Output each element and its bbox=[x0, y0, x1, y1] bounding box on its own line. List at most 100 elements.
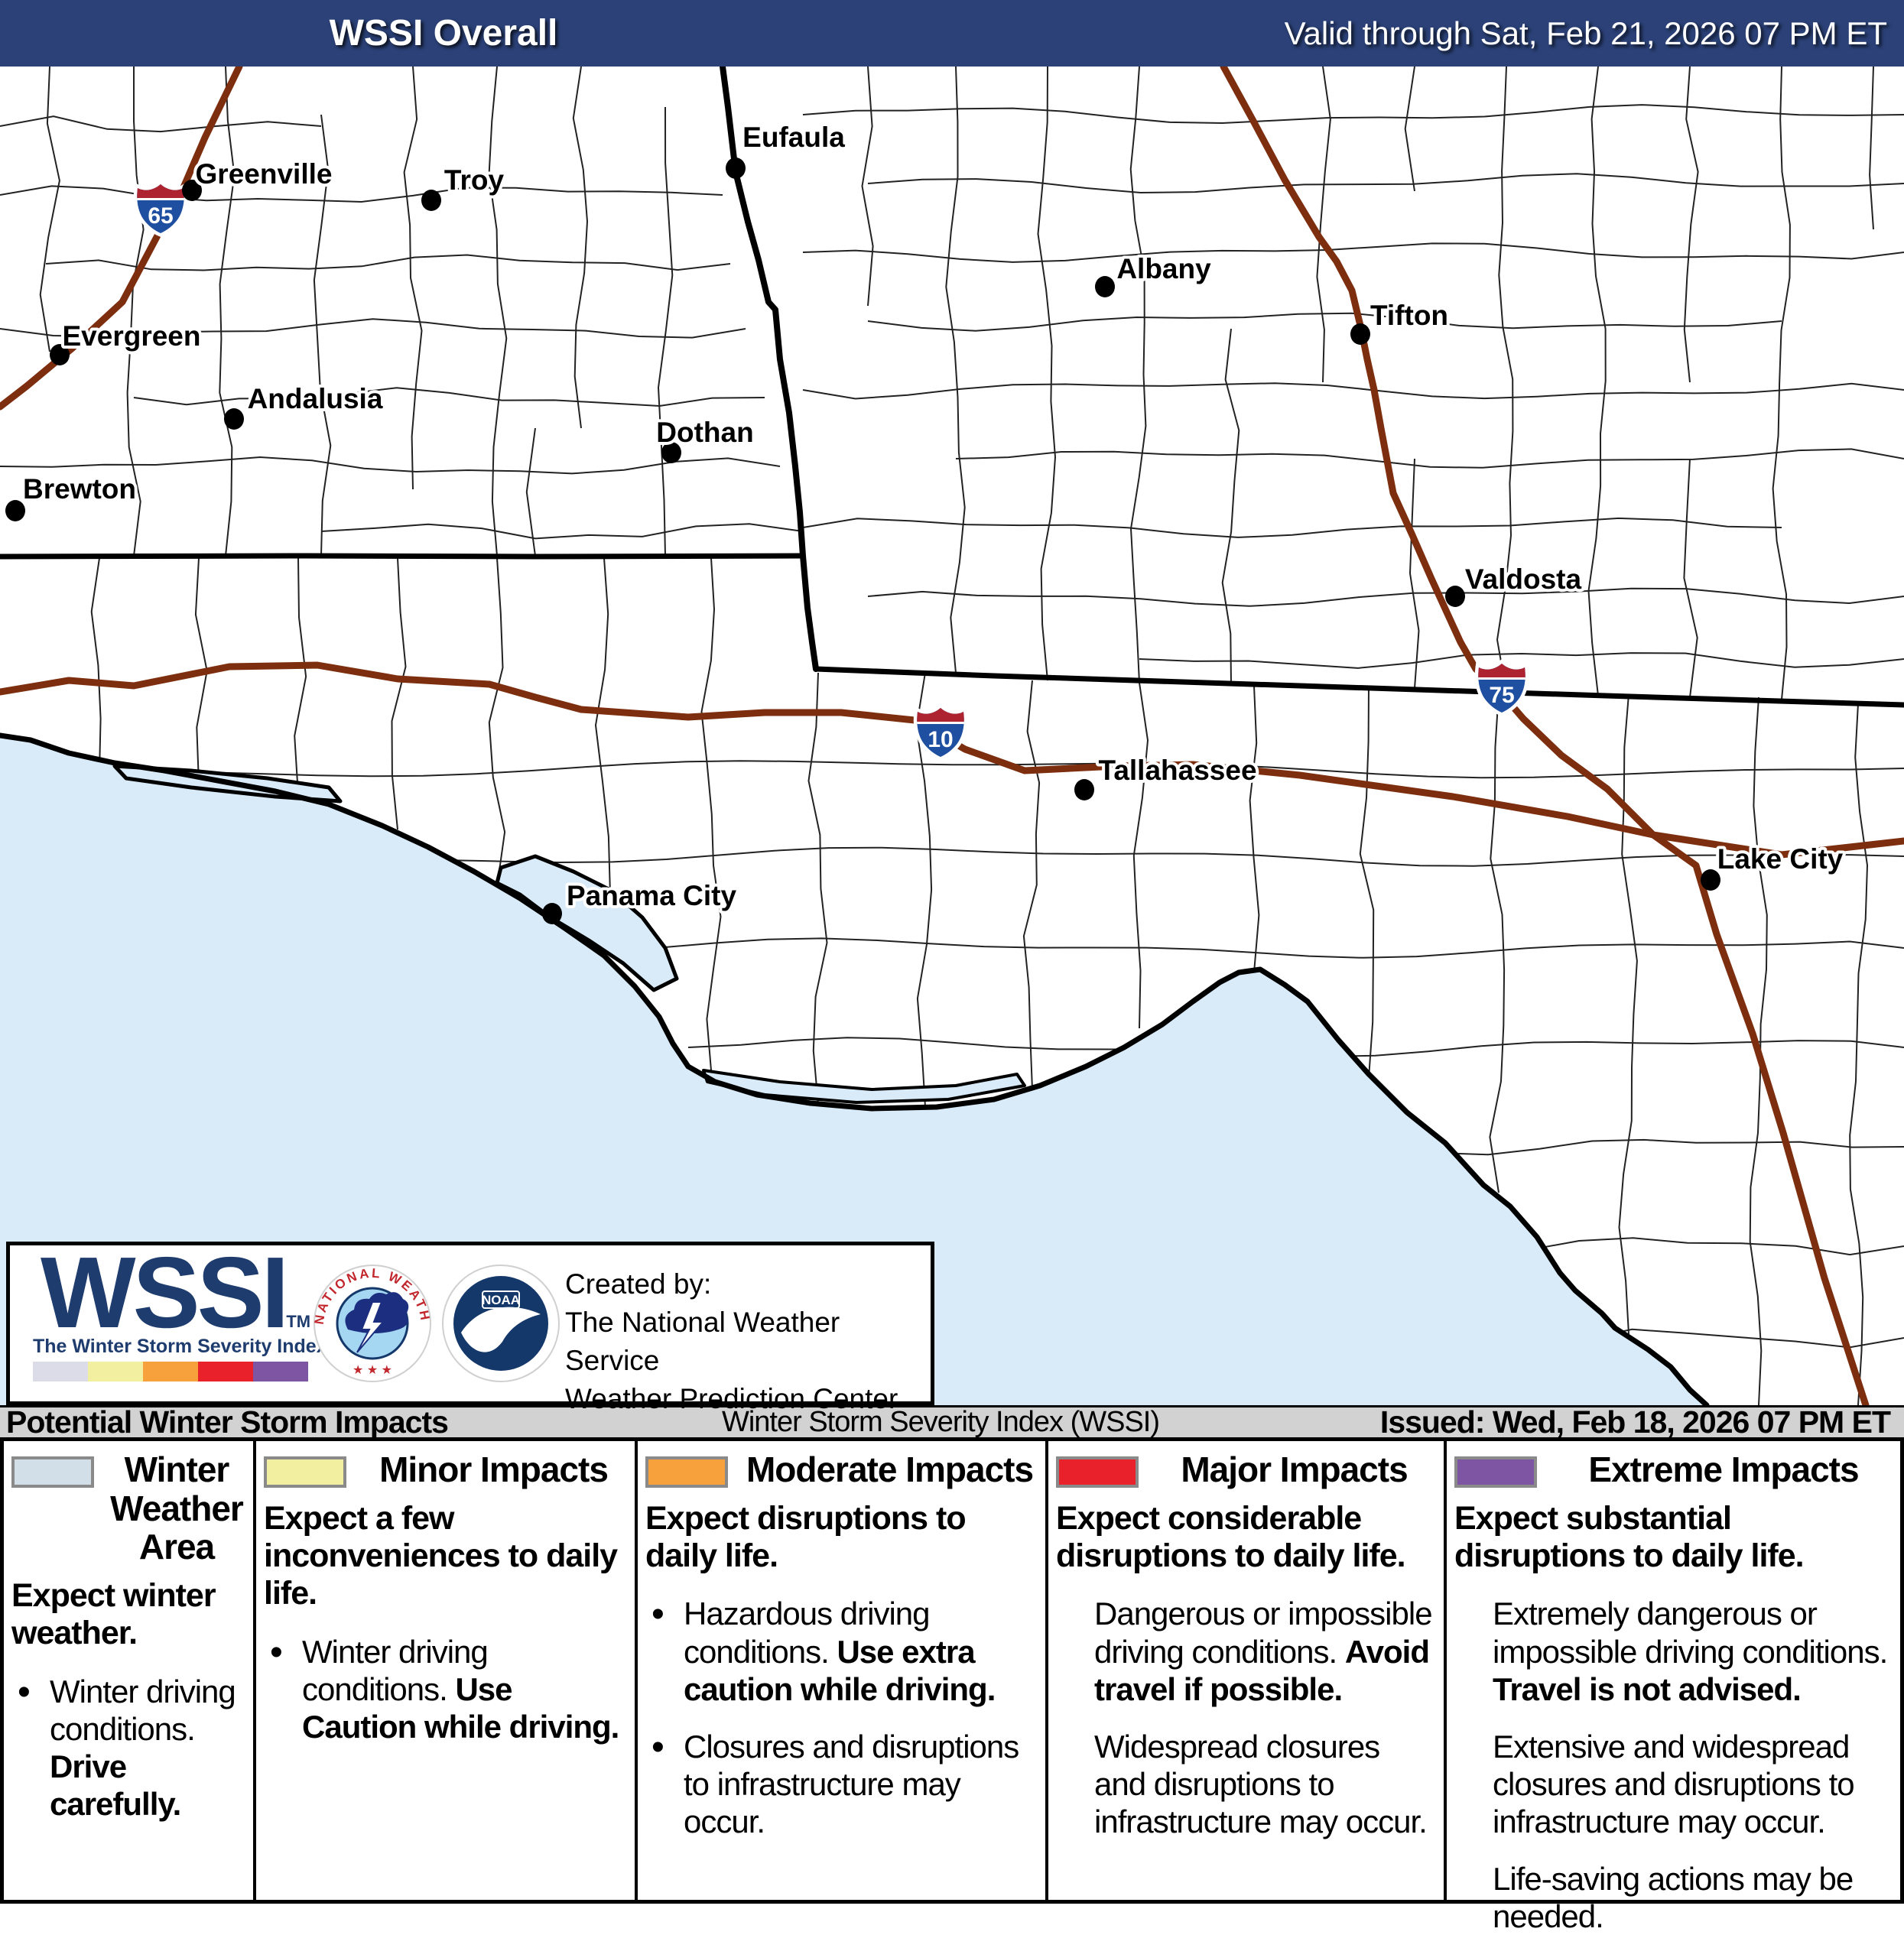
status-bar-title: Potential Winter Storm Impacts bbox=[6, 1404, 449, 1440]
city-tallahassee: Tallahassee bbox=[1074, 752, 1260, 800]
county-line bbox=[572, 67, 589, 429]
county-line bbox=[391, 557, 407, 830]
wssi-wordmark: WSSITM bbox=[41, 1236, 311, 1349]
county-line bbox=[1849, 703, 1869, 1405]
winter-weather-area-color-swatch bbox=[11, 1456, 94, 1488]
interstate-75-road bbox=[1220, 63, 1870, 1409]
svg-text:75: 75 bbox=[1489, 683, 1514, 708]
major-impacts-summary: Expect considerable disruptions to daily… bbox=[1056, 1499, 1406, 1575]
legend-column-winter-weather-area: Winter Weather Area Expect winter weather… bbox=[4, 1441, 256, 1900]
county-line bbox=[133, 387, 765, 407]
interstate-10-shield-icon: 10 bbox=[915, 703, 966, 757]
gulf-of-mexico-water bbox=[0, 735, 1707, 1405]
valid-through-text: Valid through Sat, Feb 21, 2026 07 PM ET bbox=[1284, 15, 1887, 51]
moderate-impacts-detail: Closures and disruptions to infrastructu… bbox=[645, 1726, 1039, 1840]
issued-text: Issued: Wed, Feb 18, 2026 07 PM ET bbox=[1379, 1404, 1891, 1440]
city-label: Eufaula bbox=[742, 122, 845, 153]
extreme-impacts-color-swatch bbox=[1454, 1456, 1537, 1488]
nws-stars: ★ ★ ★ bbox=[353, 1364, 392, 1377]
winter-weather-area-title: Winter Weather Area bbox=[110, 1450, 244, 1567]
county-line bbox=[1496, 67, 1514, 693]
interstate-65-road bbox=[0, 63, 243, 411]
created-by-text: Created by: The National Weather Service… bbox=[565, 1268, 898, 1414]
county-line bbox=[1869, 67, 1874, 230]
severity-strip-swatch bbox=[143, 1362, 198, 1381]
city-dot bbox=[182, 180, 202, 201]
county-line bbox=[0, 185, 723, 203]
city-label: Greenville bbox=[196, 158, 333, 190]
extreme-impacts-summary: Expect substantial disruptions to daily … bbox=[1454, 1499, 1805, 1575]
city-dot bbox=[224, 408, 244, 430]
county-line bbox=[807, 672, 828, 1105]
interstate-10-road bbox=[0, 661, 1904, 859]
winter-weather-area-detail: Winter driving conditions. Drive careful… bbox=[11, 1671, 247, 1823]
county-line bbox=[488, 557, 506, 888]
county-line bbox=[1249, 685, 1260, 973]
county-line bbox=[294, 557, 307, 796]
noaa-logo: NOAA bbox=[442, 1265, 560, 1382]
minor-impacts-title: Minor Impacts bbox=[379, 1450, 609, 1489]
severity-strip-swatch bbox=[253, 1362, 308, 1381]
county-line bbox=[45, 254, 731, 271]
county-line bbox=[0, 115, 322, 133]
status-bar: Potential Winter Storm Impacts Winter St… bbox=[0, 1405, 1904, 1441]
moderate-impacts-detail: Hazardous driving conditions. Use extra … bbox=[645, 1593, 1039, 1707]
county-line bbox=[0, 318, 746, 339]
city-label: Valdosta bbox=[1465, 563, 1582, 595]
moderate-impacts-title: Moderate Impacts bbox=[746, 1450, 1034, 1489]
city-label: Panama City bbox=[567, 880, 737, 911]
interstate-shields: 65 10 75 bbox=[135, 179, 1527, 757]
moderate-impacts-color-swatch bbox=[645, 1456, 728, 1488]
legend-column-minor-impacts: Minor Impacts Expect a few inconveniences… bbox=[256, 1441, 638, 1900]
county-line bbox=[945, 67, 966, 674]
extreme-impacts-detail: Extremely dangerous or impossible drivin… bbox=[1493, 1596, 1888, 1707]
county-line bbox=[1221, 328, 1240, 685]
gulf-coastline bbox=[0, 732, 1710, 1408]
status-bar-subtitle: Winter Storm Severity Index (WSSI) bbox=[721, 1406, 1160, 1438]
county-line bbox=[1022, 680, 1041, 1090]
county-line bbox=[1139, 652, 1904, 669]
county-line bbox=[525, 427, 536, 557]
county-line bbox=[955, 448, 1904, 469]
city-label: Brewton bbox=[23, 473, 136, 505]
city-label: Albany bbox=[1116, 253, 1211, 284]
county-line bbox=[1772, 67, 1791, 700]
state-boundaries bbox=[0, 63, 1904, 708]
city-tifton: Tifton bbox=[1350, 297, 1451, 345]
county-line bbox=[397, 846, 1904, 867]
minor-impacts-detail: Winter driving conditions. Use Caution w… bbox=[264, 1631, 629, 1745]
county-line bbox=[219, 67, 236, 557]
county-line bbox=[1037, 67, 1057, 681]
county-line bbox=[488, 67, 508, 557]
city-albany: Albany bbox=[1095, 250, 1214, 297]
wssi-tagline: The Winter Storm Severity Index bbox=[33, 1336, 327, 1357]
state-line-al-fl bbox=[0, 553, 806, 560]
county-line bbox=[915, 672, 933, 1108]
major-impacts-detail: Widespread closures and disruptions to i… bbox=[1094, 1728, 1428, 1840]
city-dot bbox=[50, 344, 70, 365]
svg-text:10: 10 bbox=[928, 727, 953, 752]
county-line bbox=[594, 557, 611, 949]
county-line bbox=[0, 456, 781, 475]
county-line bbox=[657, 106, 674, 557]
severity-strip-swatch bbox=[88, 1362, 143, 1381]
city-dot bbox=[1445, 586, 1465, 607]
county-line bbox=[1489, 691, 1506, 1193]
county-line bbox=[1409, 458, 1420, 689]
county-line bbox=[700, 557, 722, 1071]
interstate-65-shield-icon: 65 bbox=[135, 179, 186, 233]
county-line bbox=[802, 517, 1782, 538]
major-impacts-title: Major Impacts bbox=[1181, 1450, 1408, 1489]
impacts-legend: Winter Weather Area Expect winter weather… bbox=[0, 1441, 1904, 1934]
winter-weather-area-summary: Expect winter weather. bbox=[11, 1576, 216, 1652]
city-label: Tifton bbox=[1370, 300, 1448, 331]
city-label: Lake City bbox=[1717, 843, 1844, 875]
moderate-impacts-summary: Expect disruptions to daily life. bbox=[645, 1499, 967, 1575]
county-line bbox=[802, 104, 1904, 125]
city-markers: Greenville Troy Eufaula Albany Tifton Evergre… bbox=[5, 119, 1847, 924]
county-line bbox=[126, 67, 145, 557]
county-boundaries bbox=[0, 67, 1904, 1405]
extreme-impacts-detail: Extensive and widespread closures and di… bbox=[1493, 1728, 1855, 1840]
county-line bbox=[496, 937, 1904, 959]
